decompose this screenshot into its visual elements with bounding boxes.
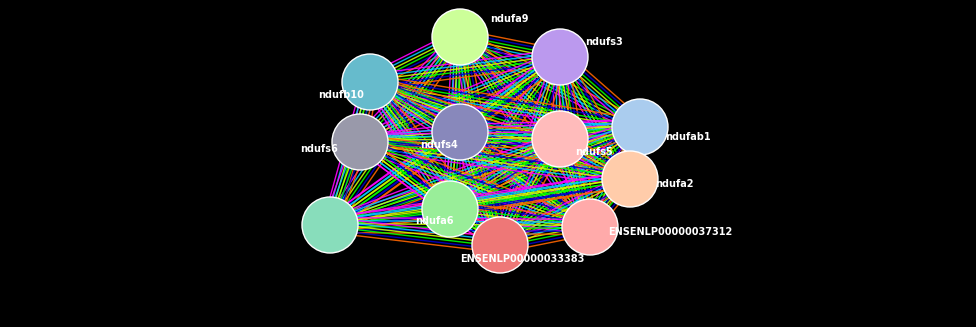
Ellipse shape [532, 111, 588, 167]
Ellipse shape [602, 151, 658, 207]
Text: ENSENLP00000037312: ENSENLP00000037312 [608, 227, 732, 237]
Ellipse shape [342, 54, 398, 110]
Ellipse shape [432, 9, 488, 65]
Ellipse shape [332, 114, 388, 170]
Ellipse shape [612, 99, 668, 155]
Text: ndufab1: ndufab1 [665, 132, 711, 142]
Ellipse shape [562, 199, 618, 255]
Text: ndufs3: ndufs3 [585, 37, 623, 47]
Ellipse shape [472, 217, 528, 273]
Ellipse shape [302, 197, 358, 253]
Text: ndufa2: ndufa2 [655, 179, 694, 189]
Text: ndufa9: ndufa9 [490, 14, 528, 24]
Text: ndufs5: ndufs5 [575, 147, 613, 157]
Ellipse shape [532, 29, 588, 85]
Ellipse shape [422, 181, 478, 237]
Text: ndufs4: ndufs4 [420, 140, 458, 150]
Text: ENSENLP00000033383: ENSENLP00000033383 [460, 254, 585, 264]
Text: ndufb10: ndufb10 [318, 90, 364, 100]
Text: ndufs6: ndufs6 [300, 144, 338, 154]
Text: ndufa6: ndufa6 [415, 216, 454, 226]
Ellipse shape [432, 104, 488, 160]
